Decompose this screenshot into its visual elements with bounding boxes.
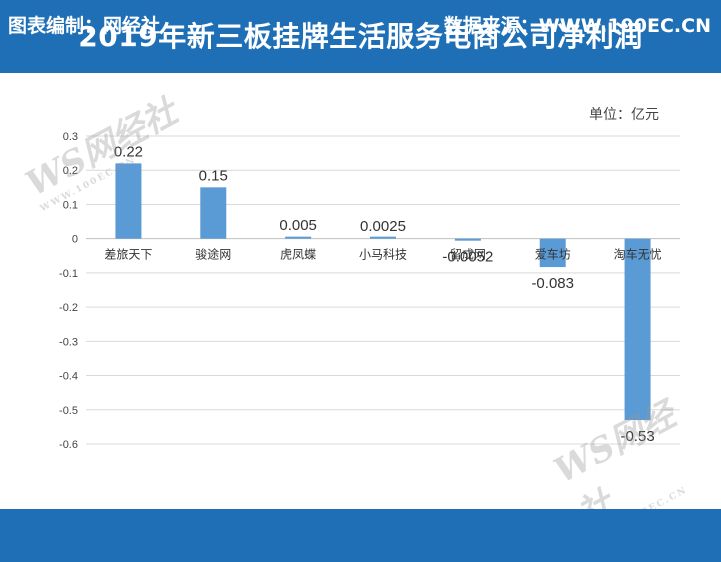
x-category-label: 爱车坊	[535, 247, 571, 262]
x-category-label: 留成网	[450, 248, 486, 262]
data-label: -0.53	[620, 428, 654, 445]
bar	[454, 238, 481, 241]
bar	[200, 187, 227, 239]
footer-source: 数据来源：WWW.100EC.CN	[443, 15, 711, 37]
x-category-label: 差旅天下	[104, 248, 152, 262]
data-label: -0.083	[531, 275, 574, 292]
data-label: 0.15	[199, 167, 228, 184]
data-label: 0.005	[279, 217, 317, 234]
y-tick-label: -0.5	[59, 405, 78, 417]
title-banner	[0, 0, 721, 73]
footer-bar	[0, 509, 721, 562]
x-category-label: 骏途网	[195, 247, 231, 262]
bar	[624, 238, 651, 421]
bar	[285, 236, 312, 239]
y-tick-label: -0.4	[59, 371, 78, 383]
y-tick-label: -0.1	[59, 268, 78, 280]
data-label: -0.0052	[442, 248, 493, 265]
page-title: 2019年新三板挂牌生活服务电商公司净利润	[78, 20, 643, 53]
bar	[539, 238, 566, 268]
y-tick-label: -0.2	[59, 302, 78, 314]
y-tick-label: -0.6	[59, 439, 78, 451]
data-label: 0.22	[114, 143, 143, 160]
y-tick-label: 0	[72, 234, 78, 246]
net-profit-bar-chart: 0.3 0.2 0.1 0 -0.1 -0.2 -0.3 -0.4 -0.5 -0.6 差旅天下 0.…	[59, 131, 680, 451]
y-tick-label: -0.3	[59, 336, 78, 348]
x-category-label: 淘车无忧	[614, 247, 662, 262]
bar	[115, 163, 142, 239]
x-category-label: 虎凤蝶	[280, 247, 316, 262]
footer-credit: 图表编制：网经社	[8, 15, 161, 37]
y-tick-label: 0.3	[63, 131, 78, 143]
y-tick-label: 0.1	[63, 199, 78, 211]
bar	[370, 236, 396, 239]
unit-label: 单位：亿元	[589, 107, 659, 123]
x-category-label: 小马科技	[359, 248, 407, 262]
data-label: 0.0025	[360, 218, 406, 235]
y-tick-label: 0.2	[63, 165, 78, 177]
